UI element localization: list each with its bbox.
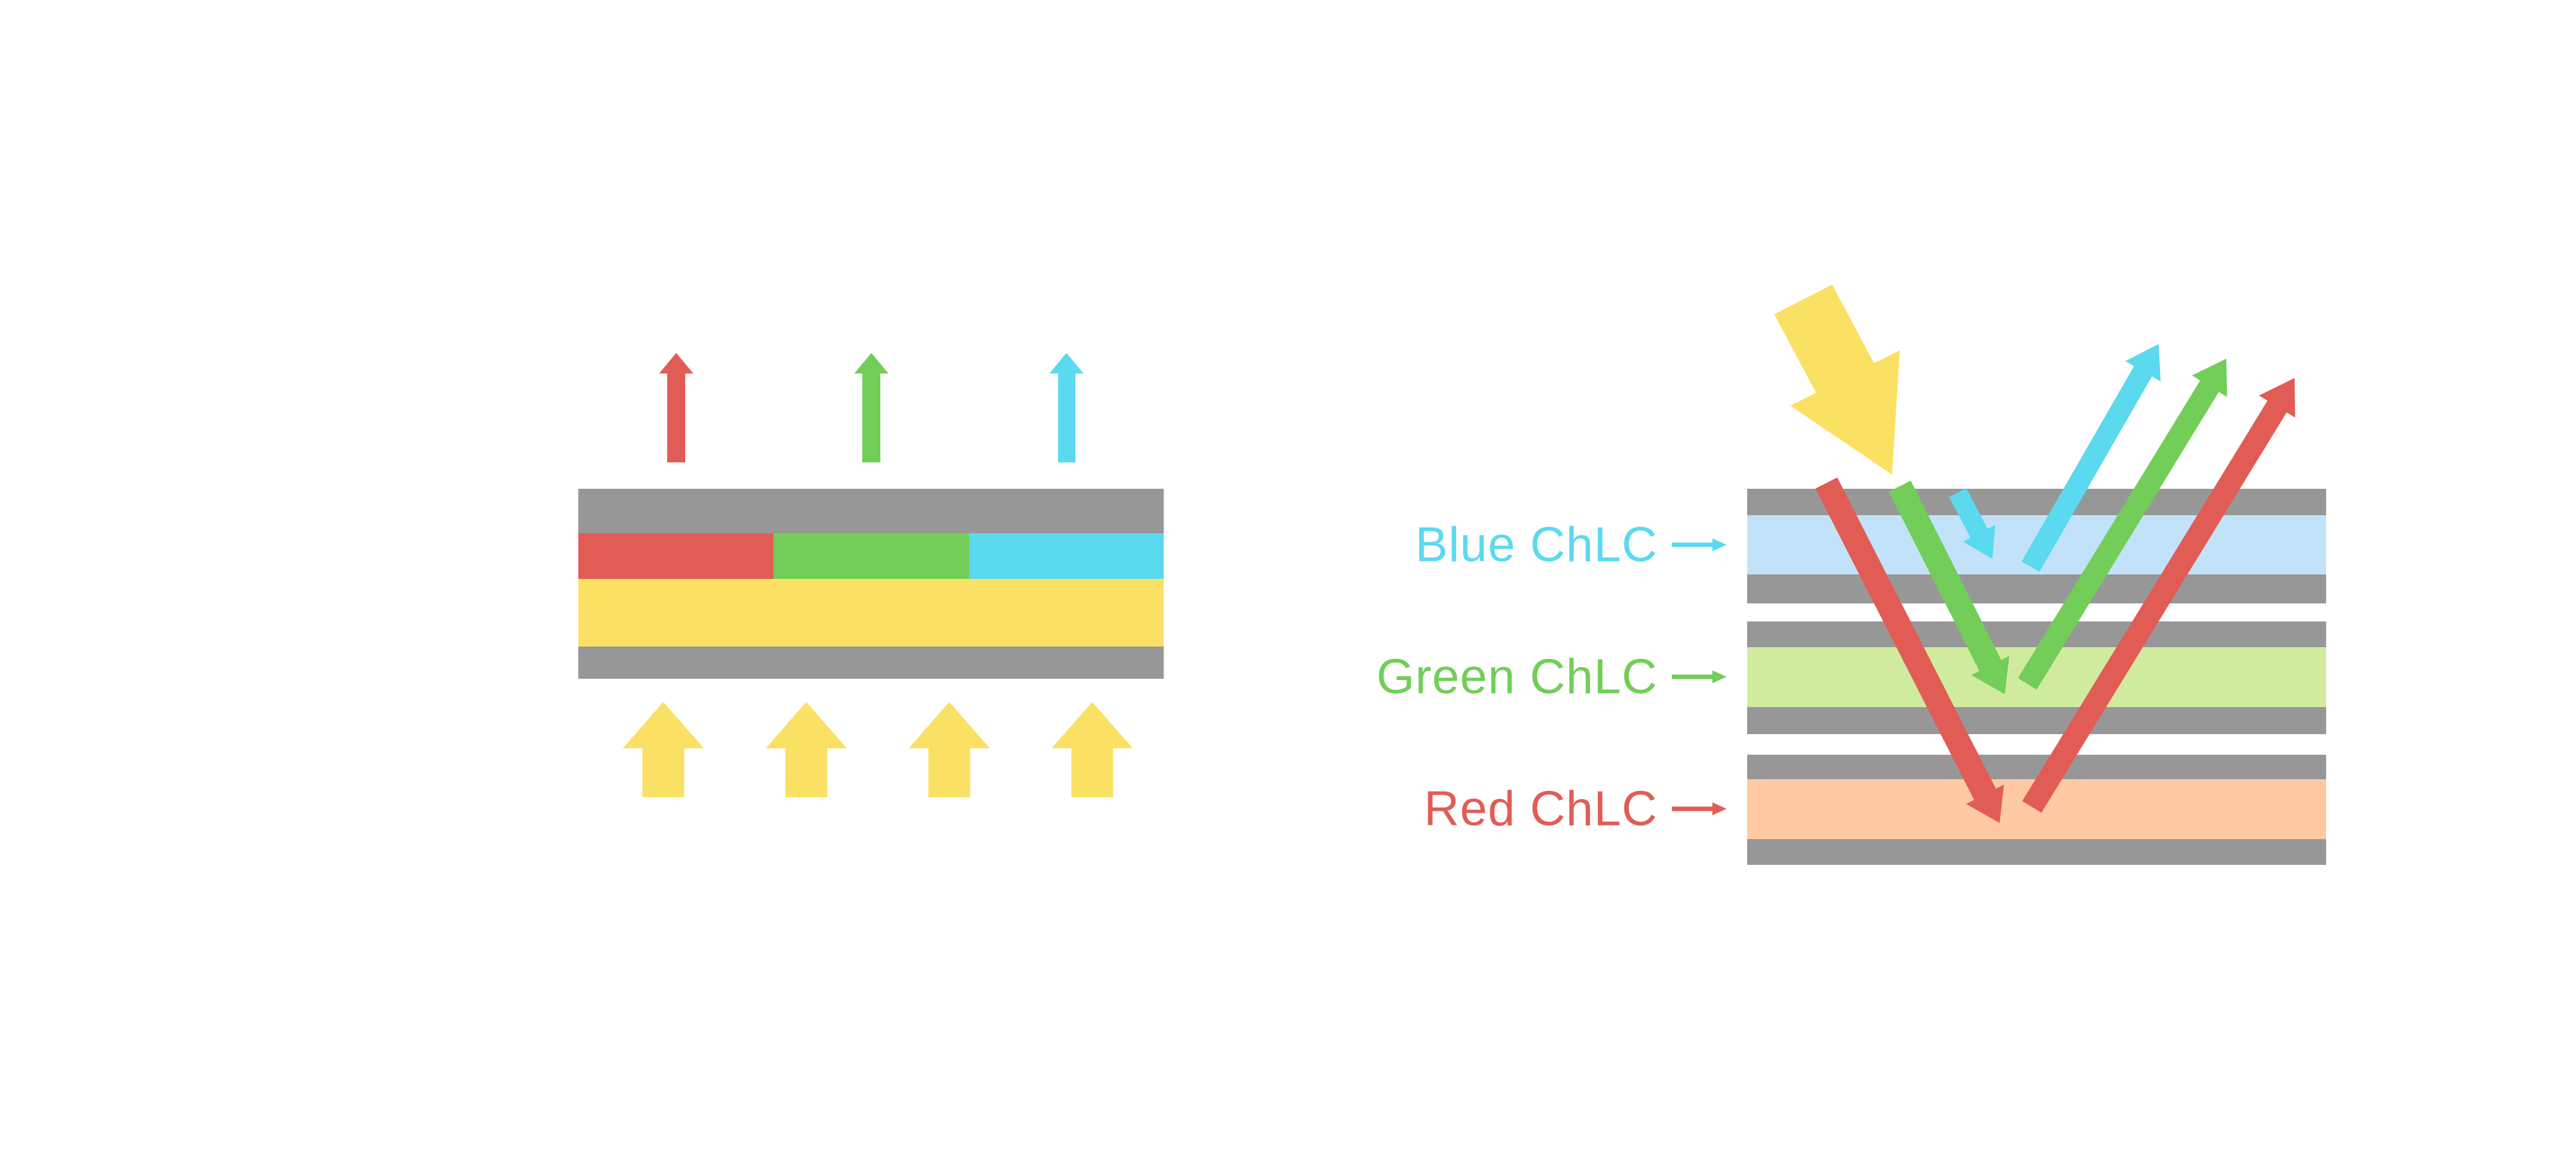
right-diagram: Blue ChLC Green ChLC Red ChLC — [1376, 285, 2326, 865]
green-pixel-segment — [773, 533, 969, 579]
cyan-right-arrow-icon — [1672, 538, 1727, 551]
cyan-up-arrow-icon — [1049, 353, 1084, 462]
cyan-reflected-arrow-icon — [2022, 344, 2161, 572]
red-chlc-label: Red ChLC — [1424, 782, 1658, 837]
top-substrate-layer — [578, 489, 1164, 533]
substrate-layer — [1747, 574, 2326, 603]
display-stack — [578, 489, 1164, 679]
red-pixel-segment — [578, 533, 773, 579]
yellow-up-arrow-icon — [766, 702, 847, 797]
blue-chlc-label: Blue ChLC — [1415, 518, 1658, 572]
layer-labels: Blue ChLC Green ChLC Red ChLC — [1376, 518, 1727, 837]
left-diagram — [578, 353, 1164, 797]
red-chlc-cell — [1747, 755, 2326, 865]
bottom-substrate-layer — [578, 647, 1164, 679]
red-incident-arrow-icon — [1815, 477, 2004, 823]
substrate-layer — [1747, 755, 2326, 779]
red-up-arrow-icon — [659, 353, 694, 462]
backlight-arrows — [623, 702, 1133, 797]
cyan-pixel-segment — [969, 533, 1164, 579]
green-up-arrow-icon — [854, 353, 889, 462]
emitted-light-arrows — [659, 353, 1084, 462]
yellow-up-arrow-icon — [909, 702, 990, 797]
yellow-up-arrow-icon — [623, 702, 704, 797]
green-reflected-arrow-icon — [2018, 359, 2228, 690]
green-right-arrow-icon — [1672, 670, 1727, 683]
red-reflected-arrow-icon — [2022, 378, 2295, 813]
reflection-arrows — [1815, 344, 2295, 823]
substrate-layer — [1747, 839, 2326, 865]
backlight-layer — [578, 579, 1164, 647]
substrate-layer — [1747, 707, 2326, 734]
yellow-diagonal-arrow-icon — [1774, 285, 1900, 475]
green-incident-arrow-icon — [1889, 480, 2009, 694]
yellow-up-arrow-icon — [1052, 702, 1133, 797]
substrate-layer — [1747, 621, 2326, 647]
cyan-incident-arrow-icon — [1949, 488, 1995, 559]
green-chlc-label: Green ChLC — [1376, 650, 1658, 705]
red-right-arrow-icon — [1672, 802, 1727, 815]
